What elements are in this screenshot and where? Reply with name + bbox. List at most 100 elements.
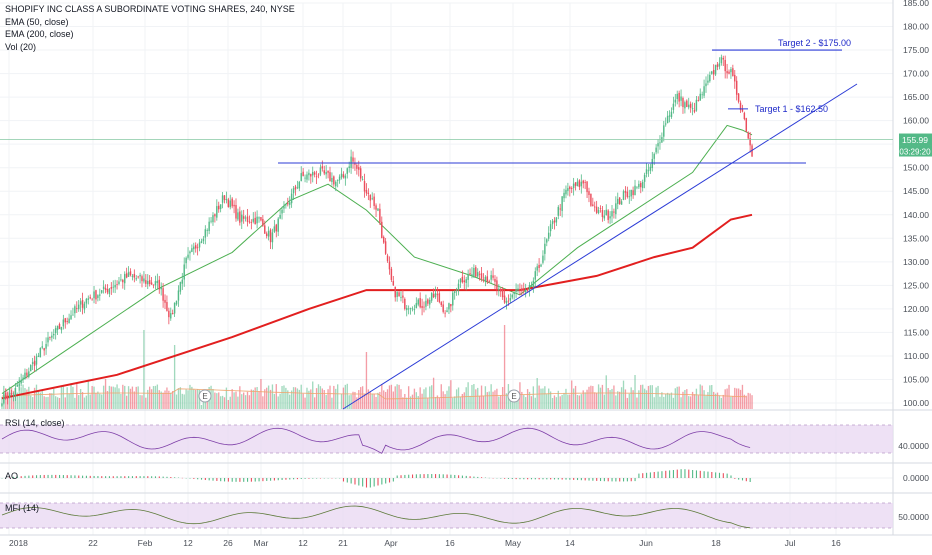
- volume-bar: [274, 394, 275, 409]
- volume-bar: [306, 388, 307, 409]
- ao-bar: [351, 478, 352, 484]
- ao-bar: [588, 478, 589, 481]
- ao-bar: [646, 473, 647, 478]
- volume-bar: [36, 385, 37, 409]
- candle: [517, 289, 518, 291]
- volume-bar: [59, 398, 60, 409]
- ao-bar: [174, 477, 175, 478]
- candle: [423, 307, 424, 308]
- ao-bar: [462, 476, 463, 478]
- candle: [368, 193, 369, 194]
- candle: [331, 178, 332, 182]
- candle: [268, 231, 269, 237]
- candle: [577, 182, 578, 187]
- volume-bar: [65, 397, 66, 409]
- candle: [178, 291, 179, 301]
- volume-bar: [450, 380, 451, 409]
- ao-bar: [113, 476, 114, 478]
- volume-bar: [423, 389, 424, 409]
- volume-bar: [631, 387, 632, 409]
- volume-bar: [43, 396, 44, 409]
- candle: [465, 279, 466, 283]
- candle: [550, 224, 551, 231]
- volume-bar: [372, 394, 373, 409]
- candle: [521, 288, 522, 291]
- volume-bar: [594, 392, 595, 409]
- candle: [719, 63, 720, 66]
- ao-bar: [642, 473, 643, 478]
- candle: [230, 200, 231, 207]
- volume-bar: [479, 396, 480, 409]
- volume-bar: [109, 386, 110, 409]
- candle: [208, 222, 209, 231]
- price-tick-label: 130.00: [903, 257, 929, 267]
- price-tick-label: 170.00: [903, 69, 929, 79]
- price-tick-label: 110.00: [904, 351, 930, 361]
- ao-bar: [216, 478, 217, 481]
- mfi-label[interactable]: MFI (14): [5, 503, 39, 513]
- candle: [496, 280, 497, 289]
- candle: [308, 173, 309, 175]
- volume-bar: [571, 380, 572, 409]
- volume-bar: [688, 396, 689, 409]
- volume-bar: [661, 392, 662, 409]
- time-tick-label: Mar: [254, 538, 269, 548]
- candle: [370, 195, 371, 201]
- volume-bar: [132, 387, 133, 409]
- time-tick-label: 12: [183, 538, 193, 548]
- legend-ema200[interactable]: EMA (200, close): [5, 28, 295, 41]
- ao-bar: [44, 475, 45, 478]
- volume-bar: [648, 386, 649, 409]
- volume-bar: [552, 398, 553, 409]
- volume-bar: [28, 387, 29, 409]
- volume-bar: [231, 389, 232, 409]
- candle: [673, 104, 674, 110]
- candle: [306, 174, 307, 179]
- volume-bar: [686, 389, 687, 409]
- volume-bar: [90, 395, 91, 409]
- candle: [80, 301, 81, 304]
- volume-bar: [623, 381, 624, 409]
- volume-bar: [114, 387, 115, 409]
- ao-bar: [454, 475, 455, 478]
- volume-bar: [318, 384, 319, 409]
- candle: [65, 318, 66, 322]
- volume-bar: [435, 397, 436, 409]
- candle: [586, 181, 587, 192]
- volume-bar: [531, 396, 532, 409]
- legend-volume[interactable]: Vol (20): [5, 41, 295, 54]
- ao-bar: [151, 476, 152, 478]
- volume-bar: [130, 389, 131, 409]
- candle: [427, 299, 428, 303]
- volume-bar: [496, 389, 497, 409]
- ao-bar: [439, 474, 440, 478]
- ao-bar: [447, 474, 448, 478]
- volume-bar: [502, 387, 503, 409]
- candle: [22, 377, 23, 378]
- volume-bar: [182, 394, 183, 409]
- volume-bar: [537, 378, 538, 409]
- candle: [462, 277, 463, 282]
- candle: [730, 69, 731, 72]
- volume-bar: [629, 394, 630, 409]
- volume-bar: [748, 393, 749, 409]
- candle: [519, 290, 520, 291]
- volume-bar: [63, 386, 64, 409]
- candle: [95, 290, 96, 299]
- time-tick-label: 26: [223, 538, 233, 548]
- candle: [105, 288, 106, 290]
- legend-ema50[interactable]: EMA (50, close): [5, 16, 295, 29]
- volume-bar: [249, 395, 250, 409]
- volume-bar: [255, 387, 256, 409]
- ao-label[interactable]: AO: [5, 471, 18, 481]
- volume-bar: [640, 385, 641, 409]
- rsi-label[interactable]: RSI (14, close): [5, 418, 65, 428]
- volume-bar: [82, 392, 83, 409]
- candle: [143, 278, 144, 281]
- ao-bar: [63, 475, 64, 478]
- candle: [38, 356, 39, 357]
- ao-bar: [155, 476, 156, 478]
- volume-bar: [237, 397, 238, 409]
